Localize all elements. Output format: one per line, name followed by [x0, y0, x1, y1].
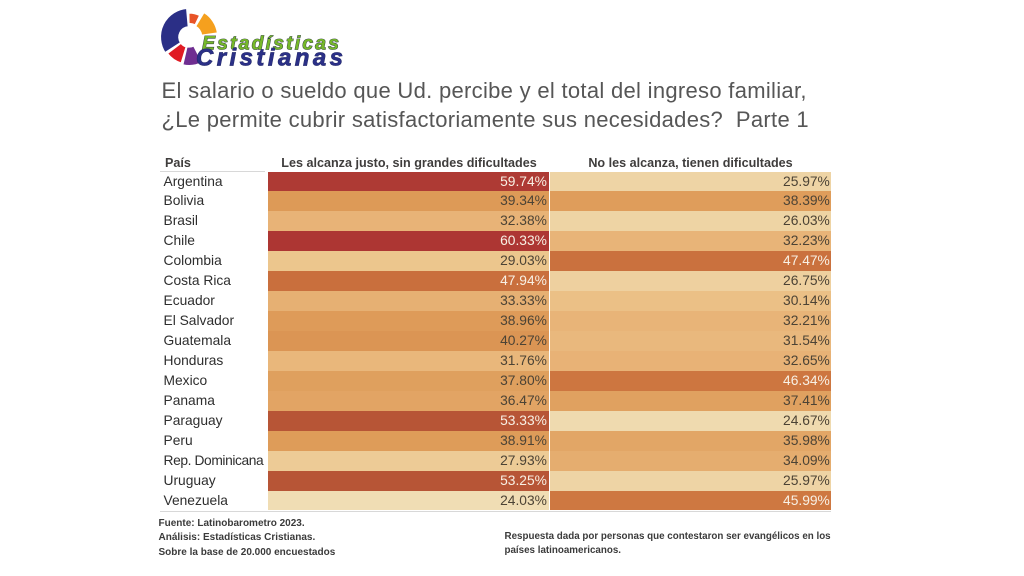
svg-text:Estadísticas: Estadísticas — [202, 33, 339, 55]
svg-text:Cristianas: Cristianas — [196, 45, 343, 72]
